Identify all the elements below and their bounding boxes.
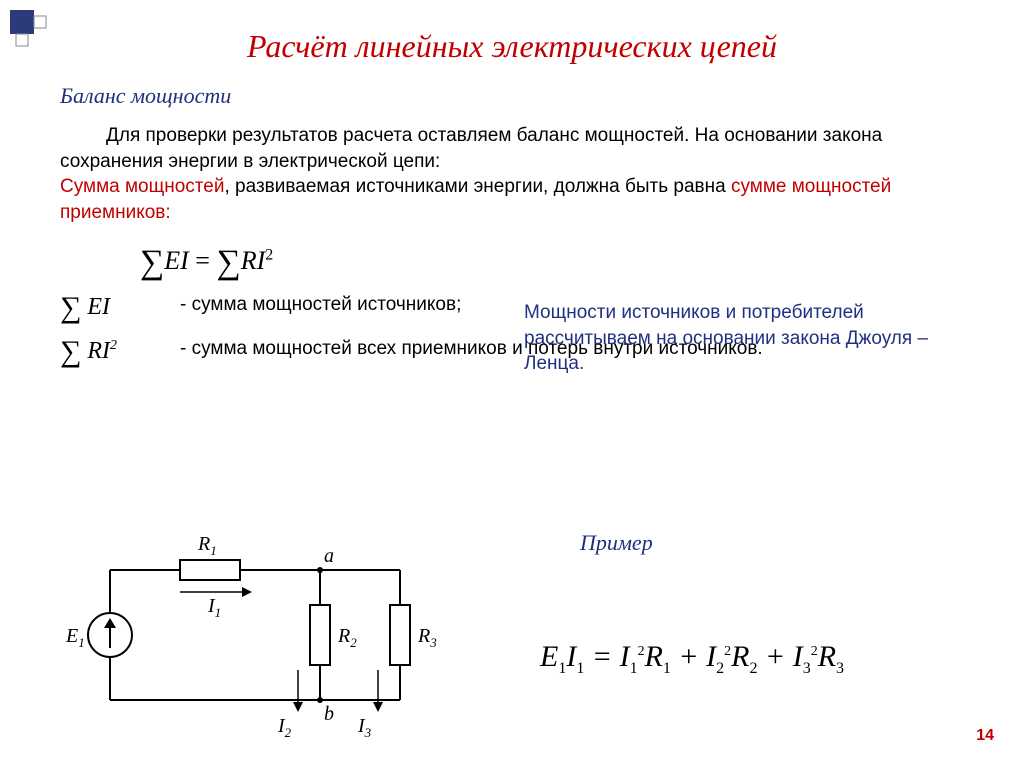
example-label: Пример (580, 530, 653, 556)
label-R1: R1 (197, 533, 217, 558)
label-I2: I2 (277, 715, 292, 740)
label-I1: I1 (207, 595, 221, 620)
para-text-a: Для проверки результатов расчета оставля… (60, 125, 882, 172)
main-formula: ∑EI = ∑RI2 (140, 240, 1024, 278)
def-symbol-2: ∑ RI2 (60, 332, 180, 366)
corner-deco (10, 10, 56, 56)
side-note: Мощности источников и потребителей рассч… (524, 300, 964, 377)
def-text-1: - сумма мощностей источников; (180, 294, 461, 316)
label-E1: E1 (65, 625, 85, 650)
page-number: 14 (976, 727, 994, 745)
section-subtitle: Баланс мощности (60, 83, 1024, 109)
label-node-b: b (324, 703, 334, 725)
page-title: Расчёт линейных электрических цепей (0, 0, 1024, 65)
body-paragraph: Для проверки результатов расчета оставля… (60, 123, 964, 226)
label-R3: R3 (417, 625, 437, 650)
def-symbol-1: ∑ EI (60, 288, 180, 322)
label-R2: R2 (337, 625, 357, 650)
label-node-a: a (324, 545, 334, 567)
para-highlight-1: Сумма мощностей (60, 176, 224, 197)
circuit-diagram: E1 R1 R2 R3 a b I1 I2 I3 (60, 520, 460, 750)
para-text-b: , развиваемая источниками энергии, должн… (224, 176, 731, 197)
label-I3: I3 (357, 715, 372, 740)
example-equation: E1I1 = I12R1 + I22R2 + I32R3 (540, 640, 844, 678)
